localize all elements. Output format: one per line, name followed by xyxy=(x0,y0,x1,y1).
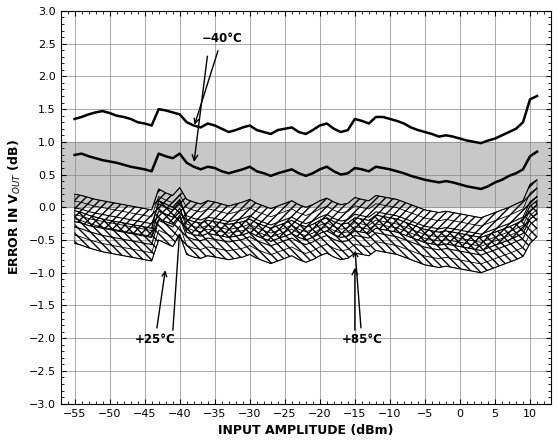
Bar xyxy=(61,142,551,207)
Text: +85°C: +85°C xyxy=(341,252,382,346)
Text: +25°C: +25°C xyxy=(135,272,176,346)
X-axis label: INPUT AMPLITUDE (dBm): INPUT AMPLITUDE (dBm) xyxy=(218,424,393,437)
Y-axis label: ERROR IN V$_{OUT}$ (dB): ERROR IN V$_{OUT}$ (dB) xyxy=(7,139,23,275)
Text: −40°C: −40°C xyxy=(194,32,242,123)
